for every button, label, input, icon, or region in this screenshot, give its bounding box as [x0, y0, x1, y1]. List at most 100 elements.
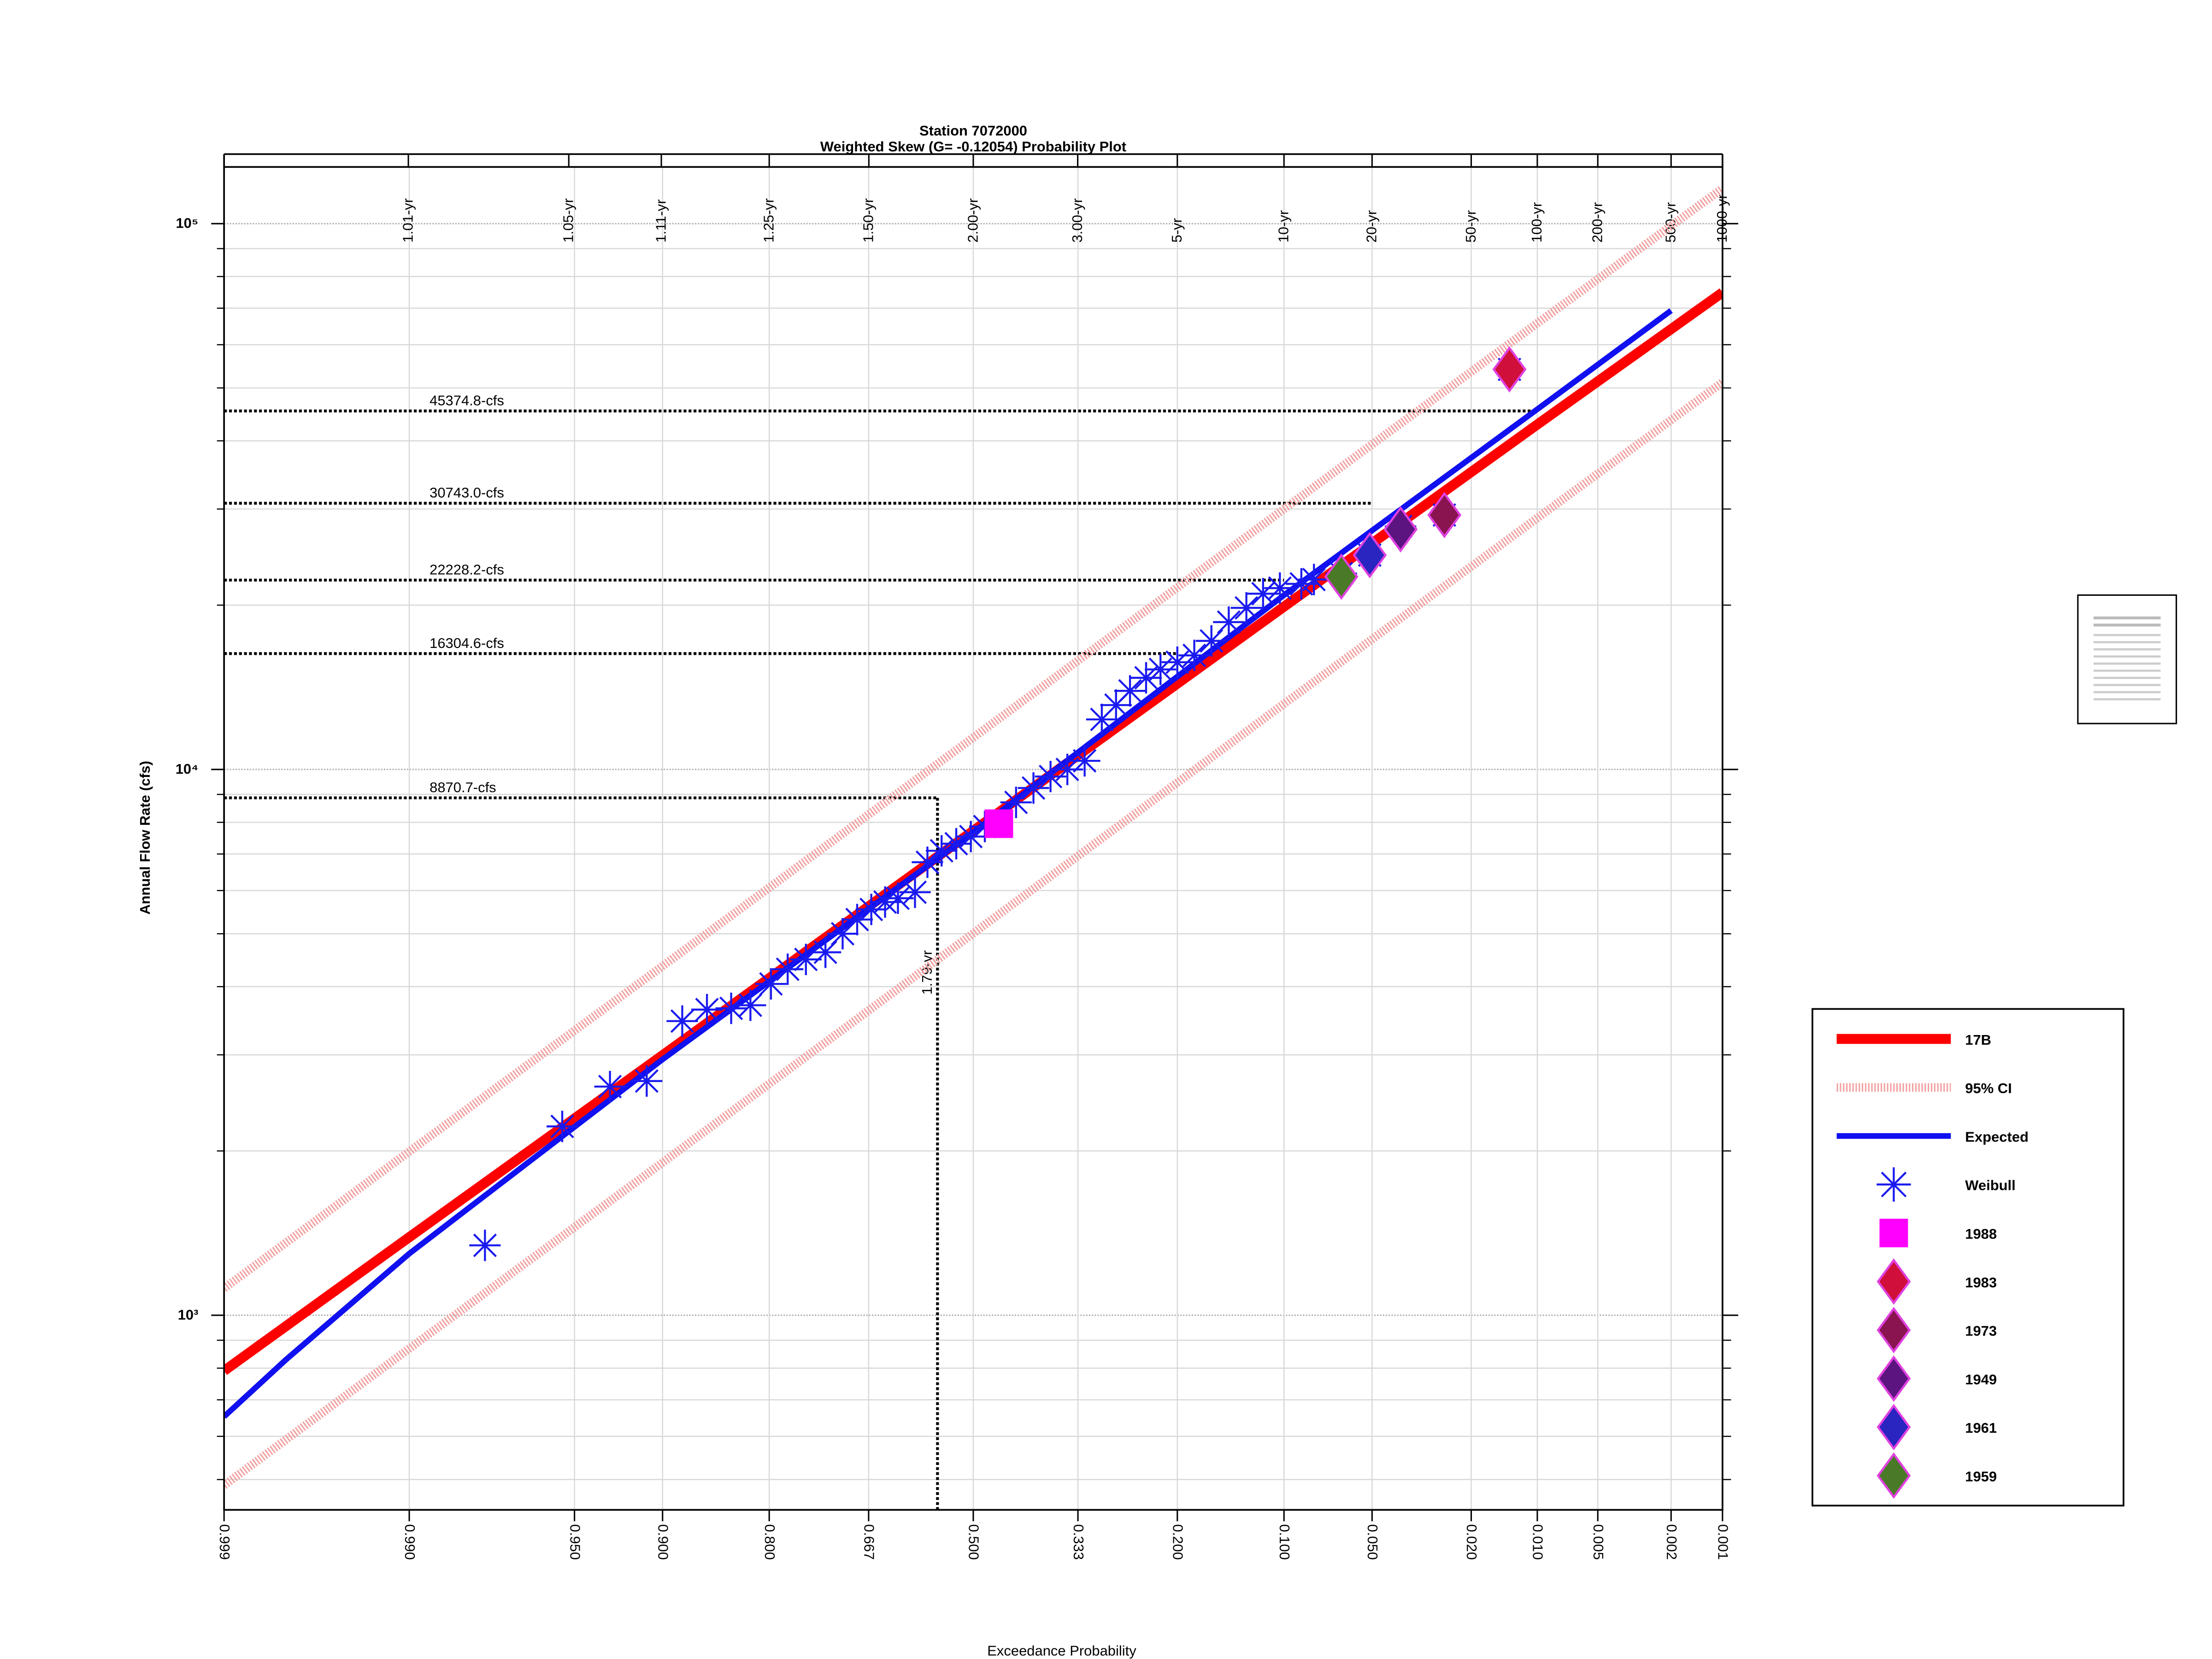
legend-swatch — [1877, 1452, 1911, 1499]
legend-entry: 1959 — [1877, 1452, 1997, 1499]
legend-box — [1812, 1008, 2124, 1506]
series-line — [224, 185, 1723, 1292]
legend-label: 1959 — [1965, 1468, 1997, 1484]
legend-label: 1949 — [1965, 1371, 1997, 1388]
x2-tick-label: 1.50-yr — [860, 198, 877, 242]
weibull-point — [1247, 578, 1279, 610]
weibull-point — [1264, 572, 1296, 604]
weibull-point — [666, 1005, 698, 1037]
weibull-point — [1035, 761, 1066, 793]
x2-tick-label: 5-yr — [1169, 218, 1185, 242]
weibull-point — [855, 894, 887, 925]
x-tick-label: 0.667 — [861, 1524, 877, 1559]
legend-label: 17B — [1965, 1032, 1991, 1048]
x-tick-label: 0.950 — [567, 1524, 583, 1559]
weibull-point — [790, 943, 822, 975]
square-point — [984, 809, 1013, 838]
weibull-point — [1086, 704, 1118, 735]
x-tick-label: 0.020 — [1464, 1524, 1480, 1559]
chart-title: Station 7072000 — [919, 123, 1027, 139]
weibull-point — [912, 846, 943, 878]
series-points — [984, 809, 1013, 838]
weibull-point — [1285, 568, 1317, 600]
plot-area — [224, 185, 1723, 1489]
weibull-point — [1298, 564, 1330, 595]
legend-label: Expected — [1965, 1129, 2029, 1145]
legend-label: Weibull — [1965, 1177, 2016, 1194]
series-line — [224, 379, 1723, 1489]
weibull-point — [1114, 675, 1146, 707]
legend-swatch — [1877, 1355, 1911, 1402]
weibull-point — [1000, 787, 1032, 818]
weibull-point — [955, 821, 987, 853]
legend-label: 1983 — [1965, 1274, 1997, 1290]
x-tick-label: 0.800 — [762, 1524, 778, 1559]
legend-swatch — [1877, 1306, 1911, 1353]
legend-entry: 1988 — [1879, 1218, 1997, 1247]
plot-frame — [223, 166, 1724, 1511]
diamond-point — [1383, 506, 1418, 553]
weibull-point — [810, 936, 841, 968]
reference-label: 22228.2-cfs — [429, 561, 504, 577]
legend-entry: 17B — [1836, 1032, 1991, 1048]
weibull-point — [691, 994, 723, 1025]
x2-tick-label: 1.01-yr — [400, 198, 416, 242]
y-tick-label: 10⁴ — [176, 761, 199, 777]
y-axis-title: Annual Flow Rate (cfs) — [137, 761, 153, 915]
weibull-point — [755, 968, 787, 1000]
diamond-point — [1353, 532, 1387, 578]
legend-entry: 95% CI — [1836, 1080, 2012, 1096]
x-tick-label: 0.200 — [1170, 1524, 1186, 1559]
weibull-point — [631, 1065, 663, 1097]
x-axis-title: Exceedance Probability — [987, 1642, 1136, 1659]
diamond-point — [1324, 553, 1359, 600]
weibull-point — [1069, 745, 1100, 777]
x-tick-label: 0.005 — [1590, 1524, 1606, 1559]
x2-tick-label: 1.25-yr — [761, 198, 777, 242]
legend-label: 95% CI — [1965, 1080, 2012, 1096]
reference-label: 30743.0-cfs — [429, 485, 504, 501]
x-tick-label: 0.001 — [1715, 1524, 1731, 1559]
weibull-point — [841, 904, 873, 935]
series-points — [1492, 346, 1527, 393]
legend-swatch — [1877, 1167, 1911, 1202]
x2-tick-label: 10-yr — [1276, 210, 1292, 243]
weibull-point — [594, 1071, 626, 1102]
y-tick-label: 10³ — [178, 1306, 199, 1323]
series-points — [1324, 553, 1359, 600]
x-tick-label: 0.999 — [217, 1524, 233, 1559]
series-points — [1353, 532, 1387, 578]
x2-tick-label: 2.00-yr — [965, 198, 981, 242]
weibull-point — [1213, 606, 1245, 638]
grid — [223, 167, 1724, 1510]
x-tick-label: 0.050 — [1365, 1524, 1381, 1559]
x-tick-label: 0.500 — [966, 1524, 982, 1559]
weibull-point — [1195, 625, 1227, 657]
diamond-point — [1492, 346, 1527, 393]
weibull-point — [899, 877, 931, 908]
legend-entry: Expected — [1836, 1129, 2029, 1145]
reference-label: 8870.7-cfs — [429, 779, 496, 795]
weibull-point — [1052, 753, 1083, 785]
weibull-point — [546, 1111, 578, 1142]
weibull-point — [1130, 662, 1162, 694]
summary-table-box — [2077, 594, 2177, 724]
weibull-point — [735, 989, 766, 1021]
x2-tick-label: 3.00-yr — [1069, 198, 1085, 242]
x2-tick-label: 20-yr — [1364, 210, 1380, 243]
legend-label: 1973 — [1965, 1323, 1997, 1339]
x-tick-label: 0.010 — [1530, 1524, 1546, 1559]
y-tick-label: 10⁵ — [176, 215, 198, 231]
weibull-point — [926, 835, 958, 867]
weibull-point — [1178, 640, 1210, 671]
series-points — [1383, 506, 1418, 553]
weibull-point — [940, 828, 972, 859]
legend-label: 1961 — [1965, 1420, 1997, 1436]
legend-label: 1988 — [1965, 1226, 1997, 1242]
legend-entry: 1983 — [1877, 1258, 1997, 1305]
weibull-point — [1230, 592, 1262, 624]
weibull-point — [469, 1230, 501, 1261]
legend-entry: 1973 — [1877, 1306, 1997, 1353]
x-tick-label: 0.990 — [402, 1524, 418, 1559]
legend-swatch — [1877, 1404, 1911, 1451]
